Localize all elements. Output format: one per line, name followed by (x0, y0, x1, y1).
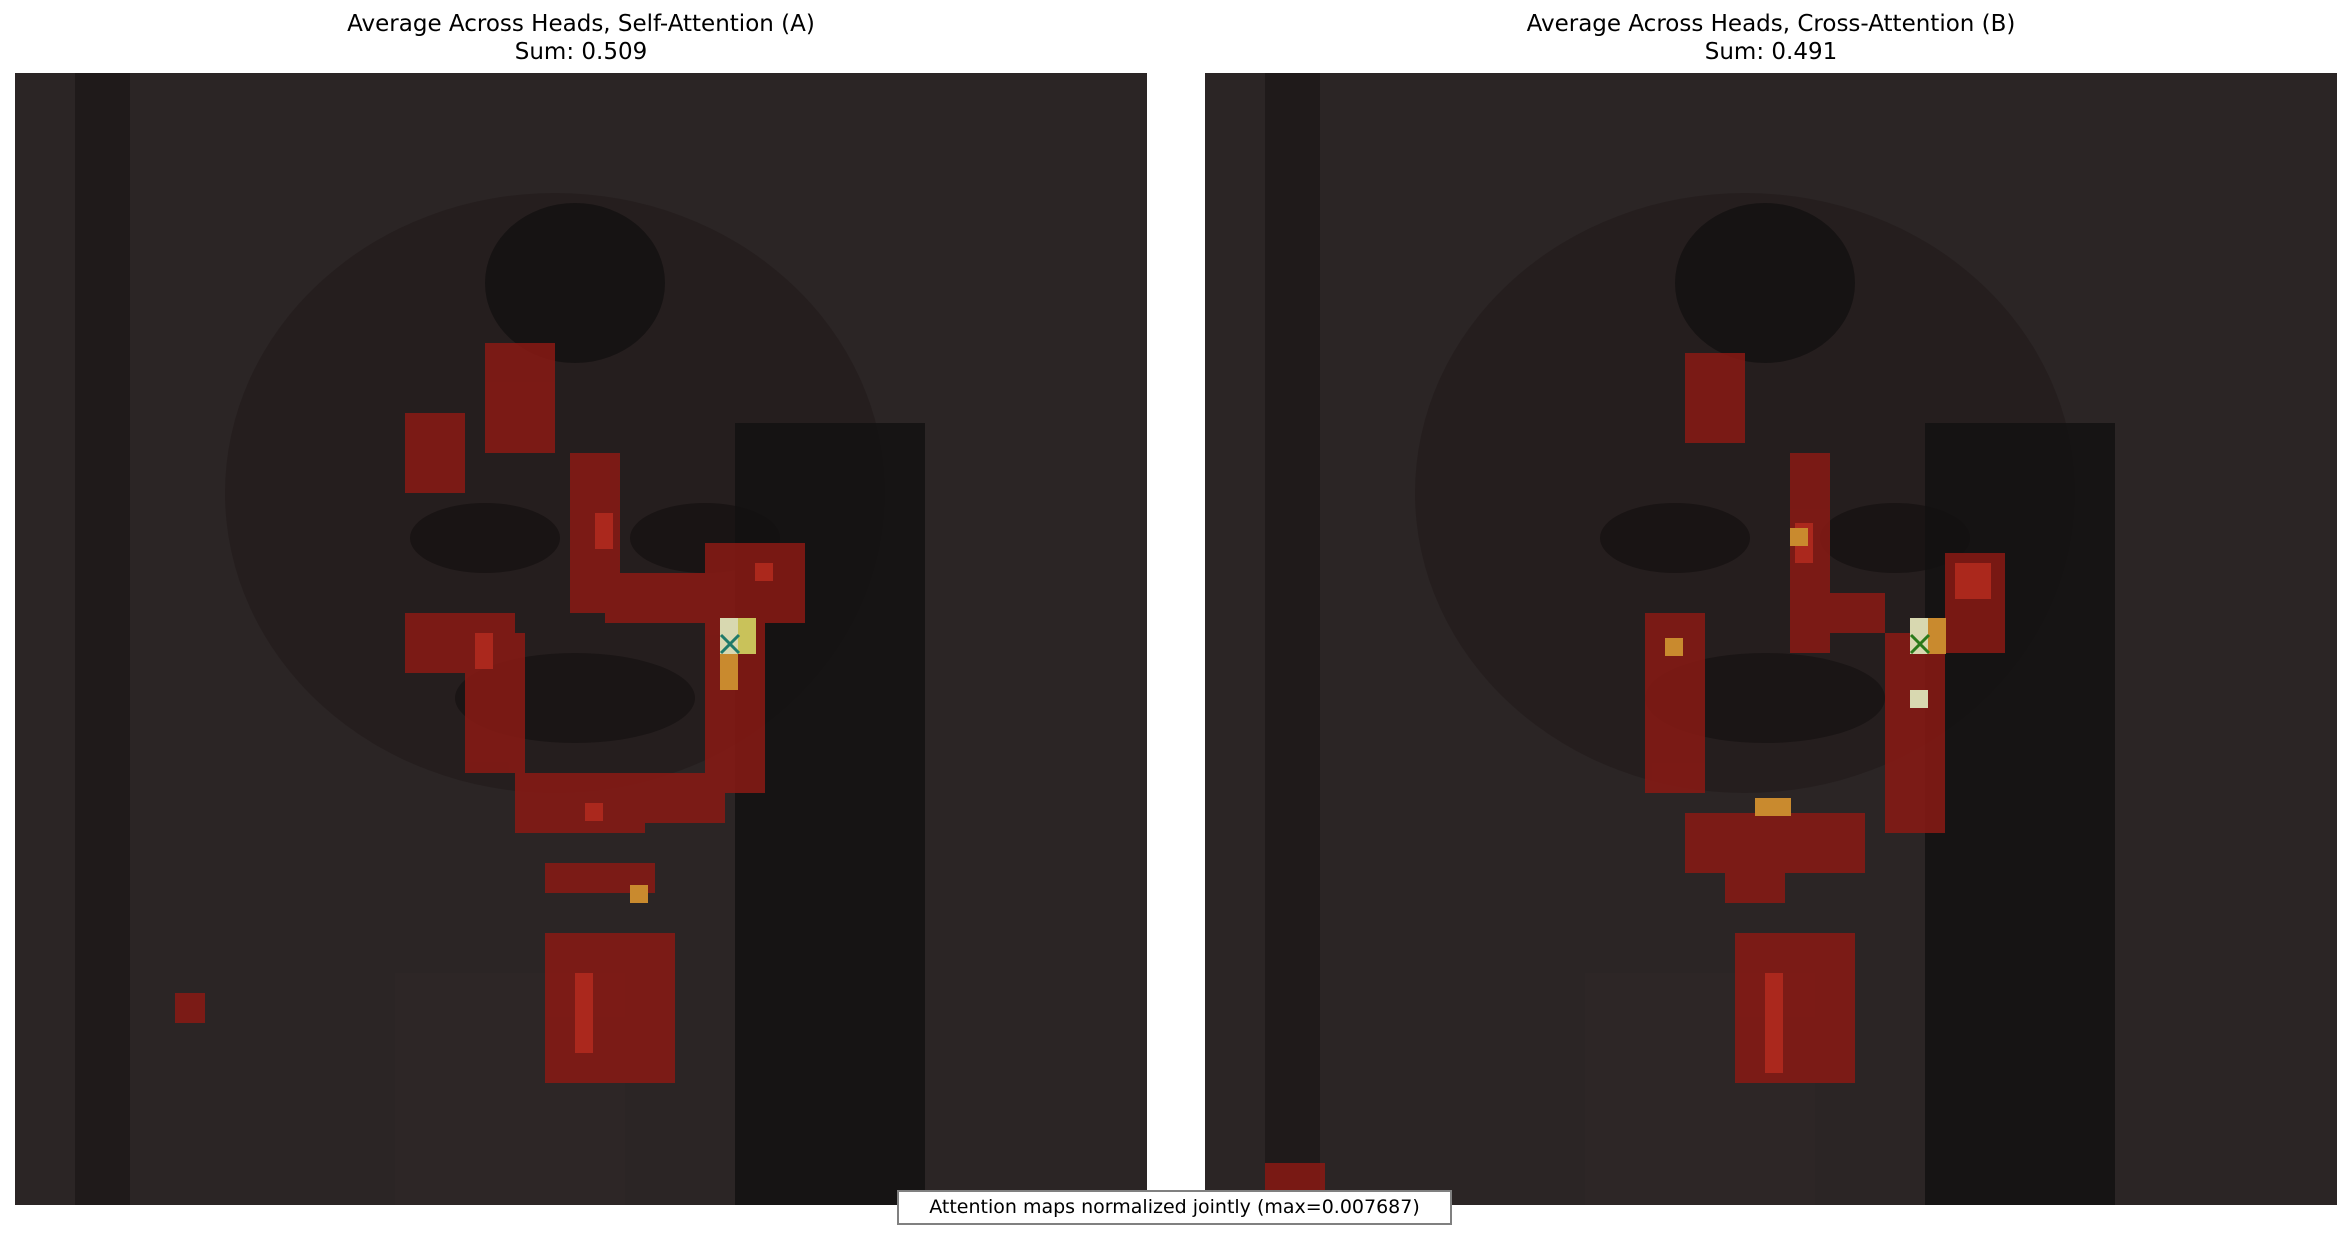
attn-cell (1735, 933, 1855, 1083)
panel-a-sum: Sum: 0.509 (514, 39, 648, 65)
attn-cell (1955, 563, 1991, 599)
hair-left (75, 73, 130, 1205)
peak-cell (1790, 528, 1808, 546)
panel-b-attention-image (1205, 73, 2337, 1205)
peak-cell (1928, 618, 1946, 654)
attn-cell (1685, 813, 1865, 873)
peak-cell (630, 885, 648, 903)
attn-cell (475, 633, 493, 669)
peak-cell (1665, 638, 1683, 656)
panel-a-title-block: Average Across Heads, Self-Attention (A)… (15, 10, 1147, 66)
forehead-dark (485, 203, 665, 363)
attn-cell (755, 563, 773, 581)
attn-cell (1685, 353, 1745, 443)
attn-cell (1825, 593, 1885, 633)
attention-strong-a (475, 513, 773, 1053)
attn-cell (585, 803, 603, 821)
query-marker-a (719, 633, 741, 655)
attn-cell (1725, 873, 1785, 903)
peak-cell (1910, 690, 1928, 708)
eye-left (1600, 503, 1750, 573)
attn-cell (515, 773, 645, 833)
attn-cell (1885, 633, 1945, 833)
hair-right (735, 423, 925, 1205)
peak-cell (1910, 618, 1928, 654)
peak-cell (1755, 798, 1791, 816)
attn-cell (605, 573, 705, 623)
peak-cell (738, 618, 756, 654)
panel-a-title: Average Across Heads, Self-Attention (A) (347, 11, 815, 37)
attn-cell (175, 993, 205, 1023)
attn-cell (575, 973, 593, 1053)
attention-strong-b (1765, 523, 1991, 1073)
attn-cell (645, 773, 725, 823)
panel-b-sum: Sum: 0.491 (1704, 39, 1838, 65)
hair-right (1925, 423, 2115, 1205)
panel-b-svg (1205, 73, 2337, 1205)
query-marker-b (1909, 633, 1931, 655)
attention-peak-a (630, 618, 756, 903)
peak-cell (720, 618, 738, 654)
normalization-note: Attention maps normalized jointly (max=0… (897, 1190, 1452, 1225)
attention-overlay-a (175, 343, 805, 1083)
attn-cell (1765, 973, 1783, 1073)
attention-overlay-b (1265, 353, 2005, 1203)
attention-peak-b (1665, 528, 1946, 816)
attn-cell (545, 933, 675, 1083)
attn-cell (405, 413, 465, 493)
peak-cell (720, 654, 738, 690)
panel-a-svg (15, 73, 1147, 1205)
attn-cell (465, 633, 525, 773)
panel-a-attention-image (15, 73, 1147, 1205)
panel-b-title-block: Average Across Heads, Cross-Attention (B… (1205, 10, 2337, 66)
attn-cell (705, 543, 805, 623)
hair-left (1265, 73, 1320, 1205)
eye-left (410, 503, 560, 573)
forehead-dark (1675, 203, 1855, 363)
attn-cell (595, 513, 613, 549)
panel-b-title: Average Across Heads, Cross-Attention (B… (1526, 11, 2016, 37)
attn-cell (485, 343, 555, 453)
